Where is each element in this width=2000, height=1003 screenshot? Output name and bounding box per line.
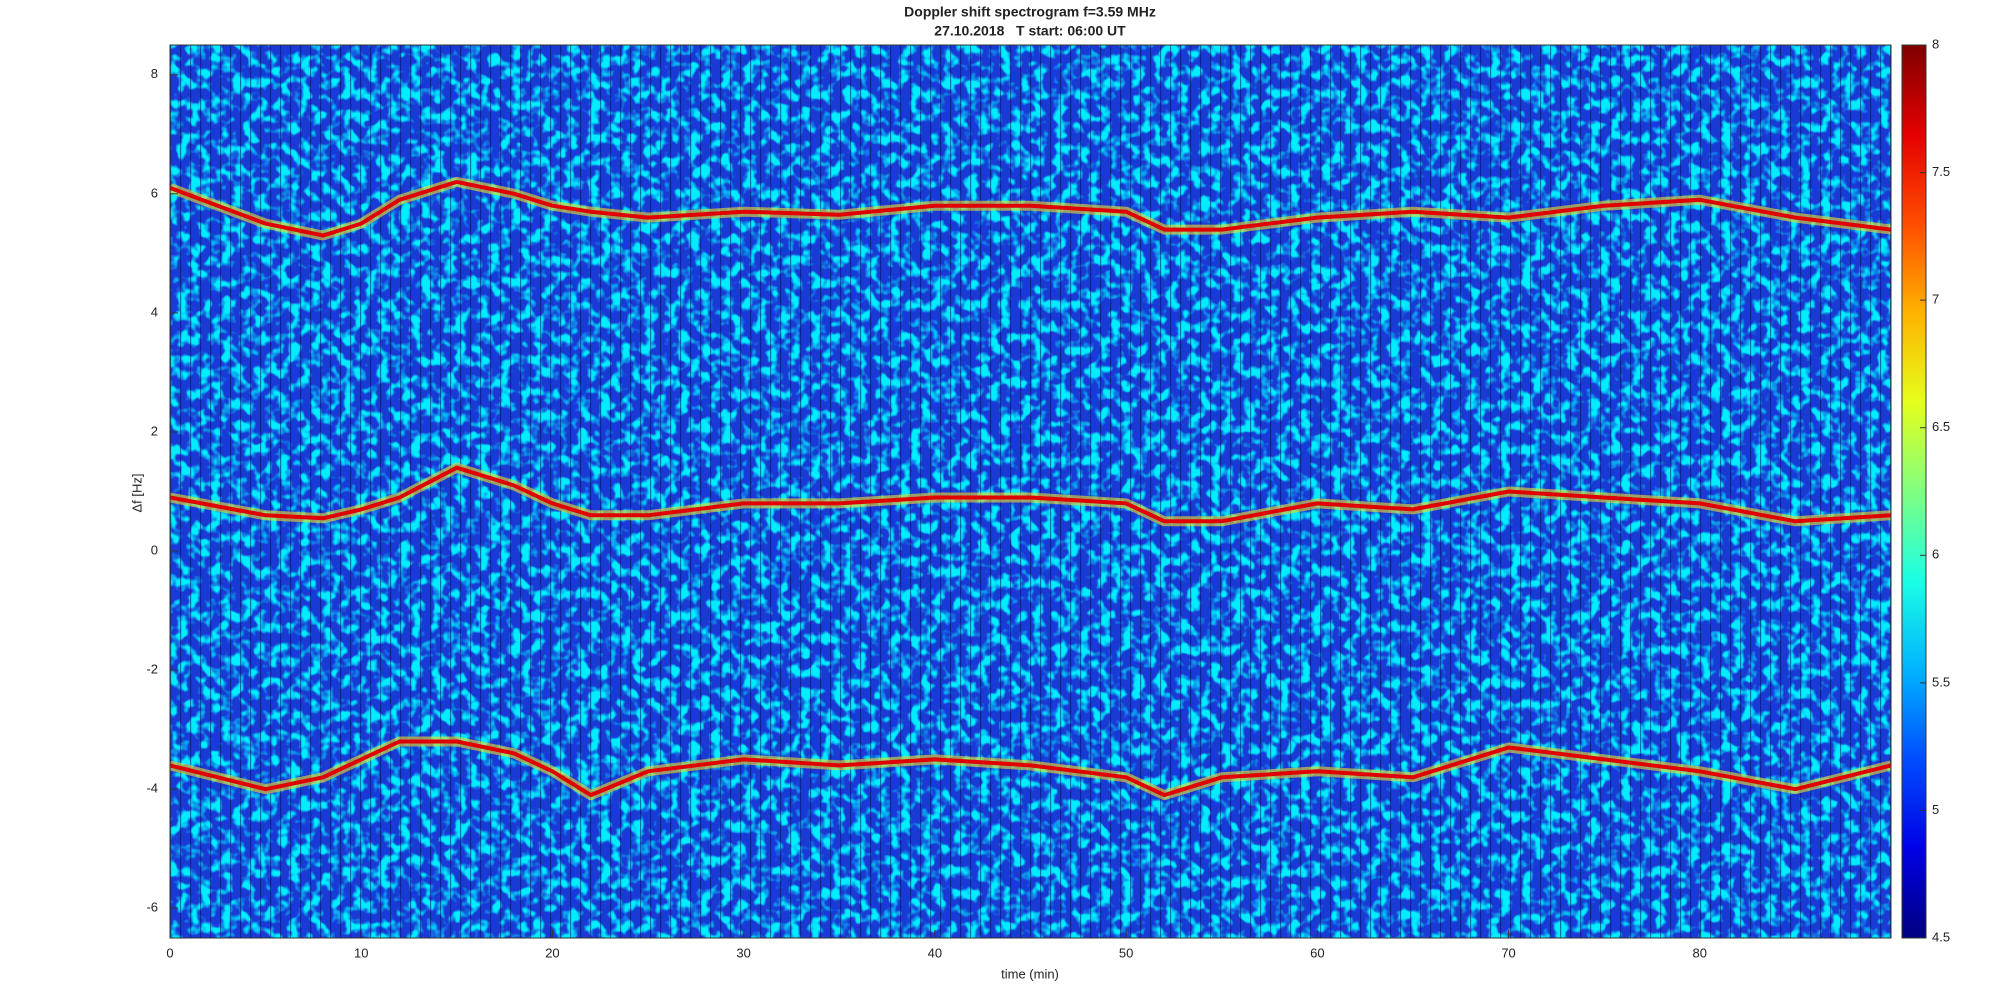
colorbar-tick-label: 5.5 bbox=[1932, 674, 1950, 689]
doppler-trace bbox=[170, 465, 1891, 524]
y-tick-label: 0 bbox=[151, 542, 158, 557]
doppler-trace bbox=[170, 739, 1891, 798]
y-tick-label: -6 bbox=[146, 900, 158, 915]
x-tick-label: 70 bbox=[1501, 945, 1515, 960]
x-tick-label: 60 bbox=[1310, 945, 1324, 960]
chart-title: Doppler shift spectrogram f=3.59 MHz bbox=[904, 4, 1156, 20]
colorbar-tick-label: 5 bbox=[1932, 802, 1939, 817]
doppler-trace bbox=[170, 179, 1891, 238]
axes-frame bbox=[169, 44, 1892, 939]
x-axis-label: time (min) bbox=[1001, 966, 1059, 981]
colorbar bbox=[1901, 44, 1927, 939]
y-tick-label: -2 bbox=[146, 662, 158, 677]
colorbar-tick-label: 7 bbox=[1932, 292, 1939, 307]
x-tick-label: 10 bbox=[354, 945, 368, 960]
colorbar-tick-label: 8 bbox=[1932, 36, 1939, 51]
y-axis-label: Δf [Hz] bbox=[129, 473, 144, 512]
x-tick-label: 40 bbox=[928, 945, 942, 960]
y-tick-label: 4 bbox=[151, 304, 158, 319]
x-tick-label: 80 bbox=[1693, 945, 1707, 960]
x-tick-label: 50 bbox=[1119, 945, 1133, 960]
x-tick-label: 0 bbox=[166, 945, 173, 960]
colorbar-tick-label: 6.5 bbox=[1932, 419, 1950, 434]
y-tick-label: 2 bbox=[151, 423, 158, 438]
y-tick-label: -4 bbox=[146, 781, 158, 796]
y-tick-label: 8 bbox=[151, 66, 158, 81]
y-tick-label: 6 bbox=[151, 185, 158, 200]
chart-subtitle: 27.10.2018 T start: 06:00 UT bbox=[934, 23, 1126, 39]
colorbar-tick-label: 6 bbox=[1932, 547, 1939, 562]
colorbar-tick-label: 4.5 bbox=[1932, 929, 1950, 944]
colorbar-tick-label: 7.5 bbox=[1932, 164, 1950, 179]
x-tick-label: 20 bbox=[545, 945, 559, 960]
x-tick-label: 30 bbox=[736, 945, 750, 960]
spectrogram-background bbox=[170, 45, 1891, 938]
